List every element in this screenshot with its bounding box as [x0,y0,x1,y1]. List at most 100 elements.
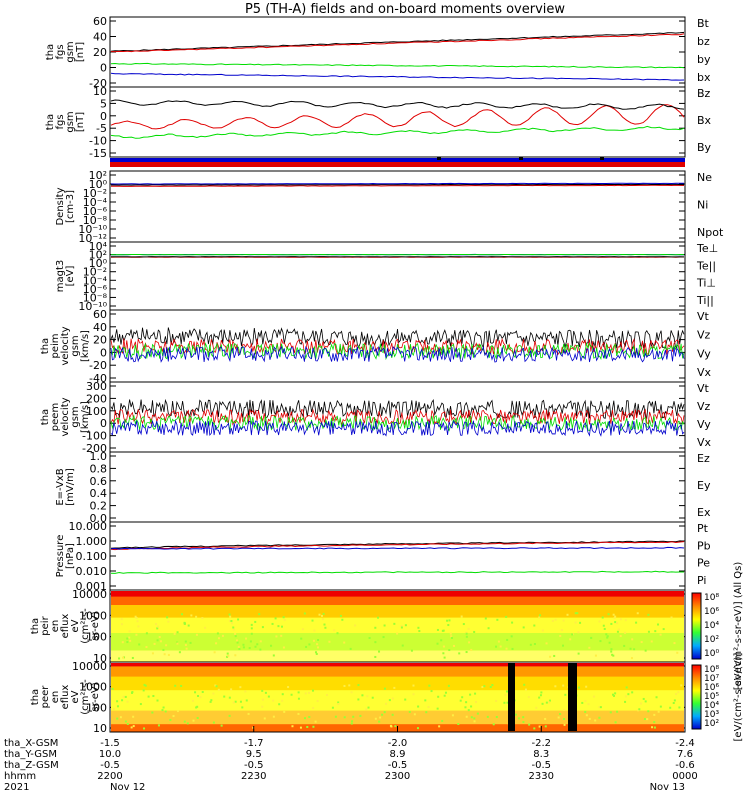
y-axis-label: en [50,620,61,633]
spectrogram-pixel [234,700,237,703]
spectrogram-pixel [232,626,235,629]
spectrogram-pixel [134,615,137,618]
spectrogram-pixel [275,635,278,638]
spectrogram-pixel [119,716,122,719]
spectrogram-pixel [343,684,346,687]
y-axis-label: gsm [65,41,76,62]
legend-Ez: Ez [697,452,710,465]
spectrogram-pixel [144,684,147,687]
spectrogram-pixel [126,637,129,640]
y-axis-label: eV [70,690,81,703]
y-axis-label: gsm [70,335,81,356]
spectrogram-pixel [167,653,170,656]
spectrogram-pixel [245,637,248,640]
spectrogram-pixel [545,701,548,704]
y-axis-label: eflux [60,614,71,639]
spectrogram-pixel [446,619,449,622]
spectrogram-pixel [261,698,264,701]
flag-mark [519,157,523,160]
spectrogram-pixel [111,687,114,690]
spectrogram-pixel [234,654,237,657]
spectrogram-pixel [212,721,215,724]
colorbar-tick-label: 10² [704,719,719,729]
y-axis-label: eV [70,619,81,632]
spectrogram-pixel [506,701,509,704]
spectrogram-pixel [209,700,212,703]
y-tick-label: 10 [93,722,107,735]
spectrogram-pixel [548,701,551,704]
spectrogram-pixel [390,725,393,728]
y-tick-label: -10 [89,135,107,148]
spectrogram-pixel [388,699,391,702]
colorbar-tick-label: 10⁶ [704,683,719,693]
spectrogram-pixel [143,727,146,730]
spectrogram-pixel [216,632,219,635]
y-tick-label: 10² [89,249,107,262]
spectrogram-pixel [201,691,204,694]
spectrogram-pixel [374,655,377,658]
spectrogram-pixel [271,622,274,625]
colorbar [691,664,702,730]
spectrogram-pixel [522,721,525,724]
spectrogram-pixel [281,693,284,696]
spectrogram-pixel [540,691,543,694]
spectrogram-pixel [220,724,223,727]
spectrogram-pixel [436,707,439,710]
series-line-Vt [110,398,685,420]
spectrogram-pixel [505,615,508,618]
spectrogram-pixel [637,709,640,712]
spectrogram-pixel [470,716,473,719]
x-axis-row-label: hhmm [4,771,36,782]
spectrogram-pixel [624,631,627,634]
y-axis-label: en [50,691,61,704]
y-tick-label: 1.0 [90,450,108,463]
spectrogram-pixel [234,635,237,638]
spectrogram-pixel [447,684,450,687]
spectrogram-pixel [339,614,342,617]
spectrogram-pixel [176,631,179,634]
legend-Pt: Pt [697,522,709,535]
y-tick-label: 10⁻¹⁰ [78,223,107,236]
panel-frame [109,170,686,243]
spectrogram-pixel [465,715,468,718]
spectrogram-pixel [303,717,306,720]
y-tick-label: 0.8 [90,462,108,475]
spectrogram-pixel [581,701,584,704]
spectrogram-pixel [308,691,311,694]
legend-Vz: Vz [697,400,711,413]
spectrogram-pixel [190,614,193,617]
spectrogram-pixel [483,685,486,688]
spectrogram-pixel [126,722,129,725]
spectrogram-pixel [321,614,324,617]
spectrogram-pixel [393,686,396,689]
spectrogram-pixel [617,628,620,631]
y-tick-label: -200 [82,442,107,455]
spectrogram-pixel [270,644,273,647]
flag-bar-blue [110,158,685,162]
spectrogram-pixel [603,627,606,630]
y-tick-label: 10000 [72,588,107,601]
spectrogram-pixel [245,699,248,702]
spectrogram-pixel [199,696,202,699]
spectrogram-pixel [167,620,170,623]
spectrogram-pixel [121,699,124,702]
y-axis-label: tha [40,409,51,425]
y-axis-label: [mV/m] [65,468,76,506]
spectrogram-pixel [147,695,150,698]
spectrogram-pixel [350,691,353,694]
spectrogram-pixel [612,694,615,697]
colorbar-tick-label: 10³ [704,710,719,720]
spectrogram-pixel [541,629,544,632]
spectrogram-pixel [236,641,239,644]
spectrogram-pixel [610,648,613,651]
spectrogram-pixel [517,717,520,720]
spectrogram-pixel [259,640,262,643]
series-line-Bt [110,31,685,52]
colorbar-tick-label: 10⁷ [704,674,719,684]
spectrogram-pixel [458,652,461,655]
spectrogram-pixel [533,643,536,646]
spectrogram-pixel [267,695,270,698]
spectrogram-pixel [440,639,443,642]
spectrogram-pixel [614,692,617,695]
